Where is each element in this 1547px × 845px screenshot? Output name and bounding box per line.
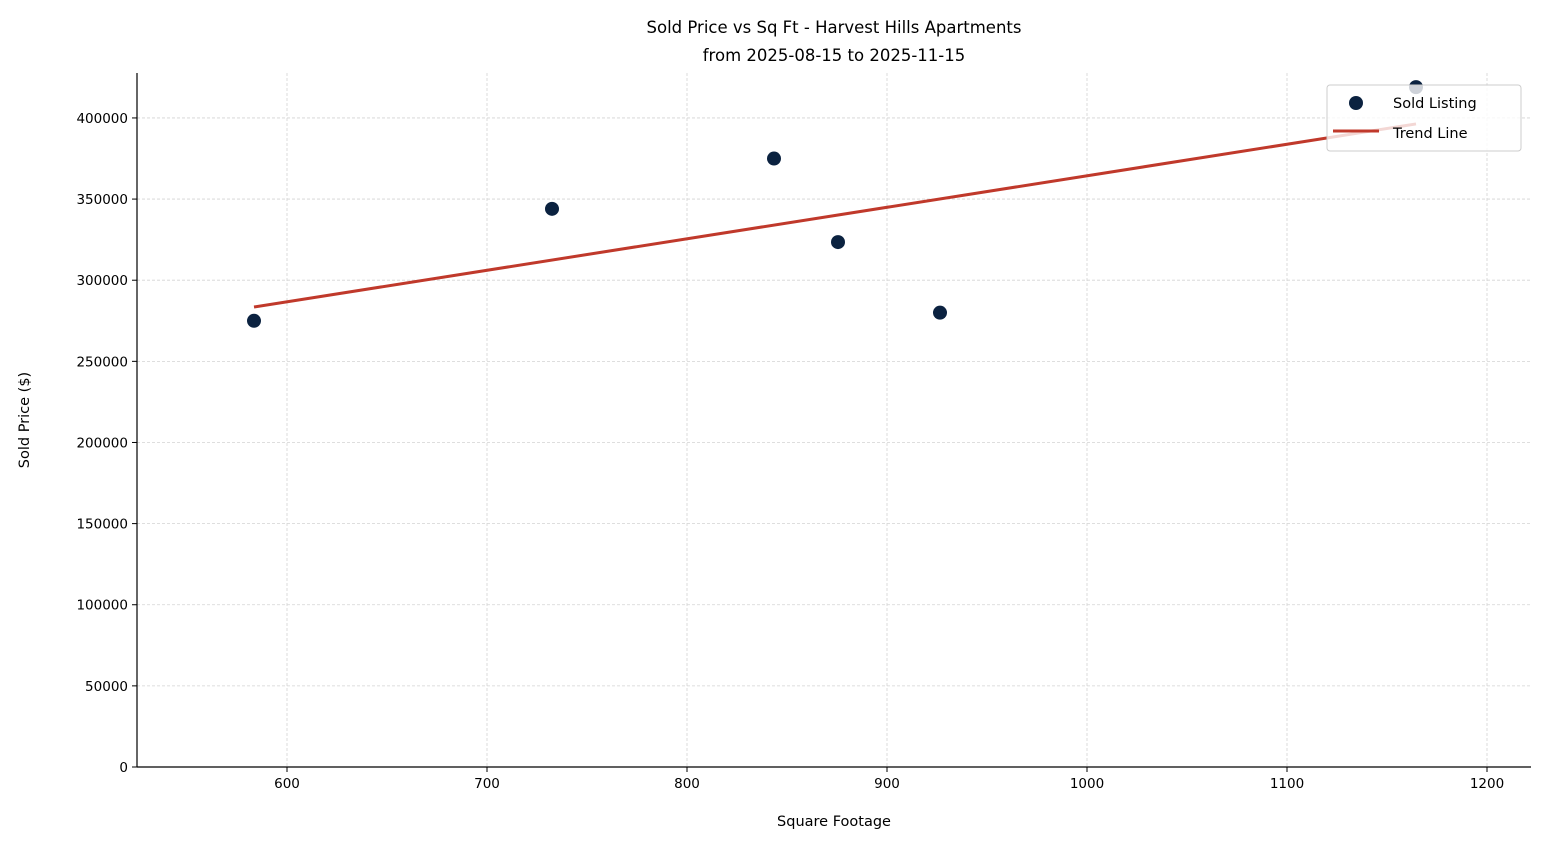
points-group xyxy=(247,80,1423,328)
x-tick-label: 700 xyxy=(474,776,500,792)
data-point xyxy=(247,313,261,328)
data-point xyxy=(545,201,559,216)
x-tick-label: 1200 xyxy=(1470,776,1504,792)
data-point xyxy=(933,305,947,320)
y-tick-label: 250000 xyxy=(76,354,128,370)
grid xyxy=(137,73,1531,768)
trend-line-group xyxy=(253,122,1417,309)
chart-title: Sold Price vs Sq Ft - Harvest Hills Apar… xyxy=(647,18,1022,37)
x-tick-label: 900 xyxy=(874,776,900,792)
trend-line xyxy=(253,122,1417,309)
y-tick-label: 300000 xyxy=(76,273,128,289)
legend-label-sold-listing: Sold Listing xyxy=(1393,96,1477,112)
chart-subtitle: from 2025-08-15 to 2025-11-15 xyxy=(703,46,965,65)
data-point xyxy=(767,151,781,166)
legend-marker-sold-listing xyxy=(1349,96,1363,110)
data-point xyxy=(831,235,845,250)
x-tick-label: 800 xyxy=(674,776,700,792)
legend: Sold Listing Trend Line xyxy=(1326,84,1522,152)
x-axis-label: Square Footage xyxy=(777,814,891,830)
legend-box xyxy=(1326,84,1522,152)
y-tick-label: 150000 xyxy=(76,517,128,533)
axes: 600 700 800 900 1000 1100 1200 0 50000 100000 1500… xyxy=(76,73,1531,792)
y-tick-label: 100000 xyxy=(76,598,128,614)
legend-label-trend-line: Trend Line xyxy=(1392,126,1468,142)
y-tick-label: 50000 xyxy=(85,679,128,695)
y-tick-label: 200000 xyxy=(76,435,128,451)
x-tick-label: 600 xyxy=(274,776,300,792)
x-tick-label: 1100 xyxy=(1270,776,1304,792)
y-tick-label: 0 xyxy=(119,760,128,776)
y-axis-label: Sold Price ($) xyxy=(17,372,33,468)
y-tick-label: 400000 xyxy=(76,111,128,127)
x-tick-label: 1000 xyxy=(1070,776,1104,792)
y-tick-label: 350000 xyxy=(76,192,128,208)
